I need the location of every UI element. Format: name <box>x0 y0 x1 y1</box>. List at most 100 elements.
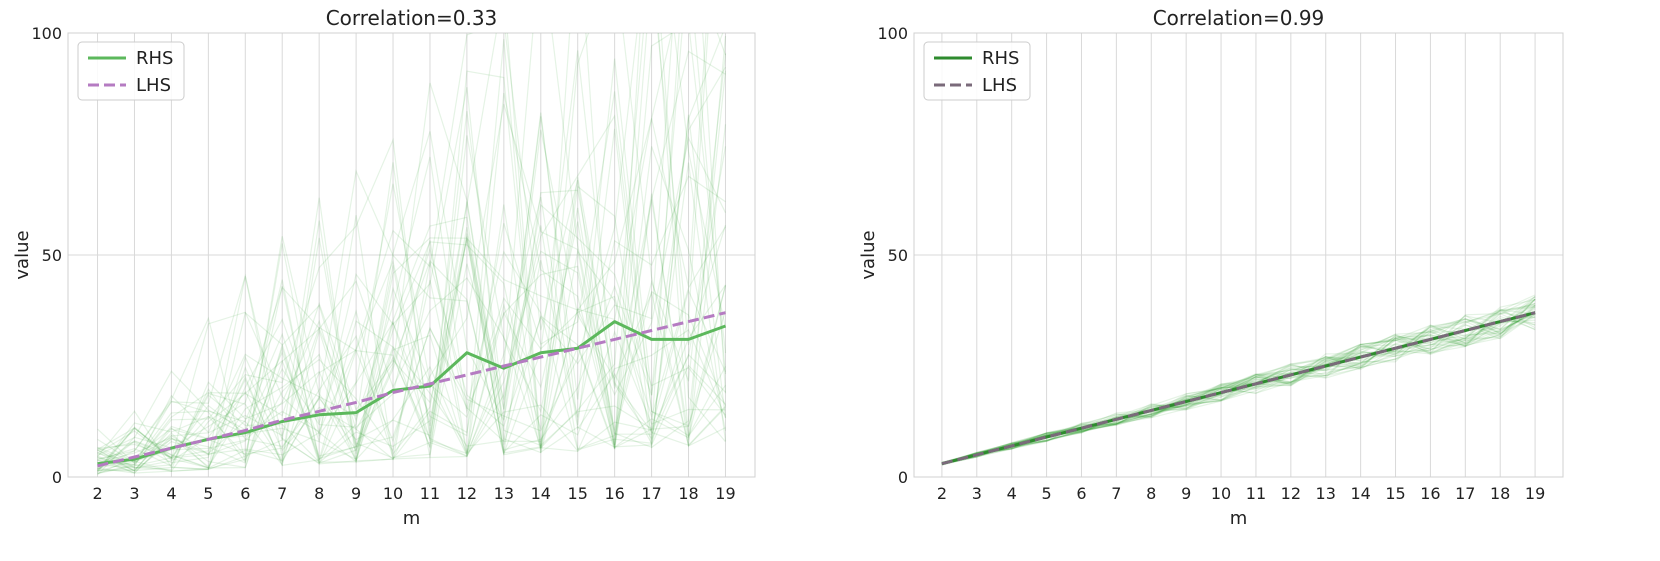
x-tick-label: 14 <box>1350 484 1370 503</box>
chart-title: Correlation=0.99 <box>1153 6 1325 30</box>
sample-line <box>97 201 726 466</box>
x-tick-label: 5 <box>1041 484 1051 503</box>
x-tick-label: 14 <box>531 484 551 503</box>
sample-line <box>97 33 727 469</box>
x-tick-label: 8 <box>1146 484 1156 503</box>
legend: RHS LHS <box>923 41 1031 101</box>
sample-line <box>941 306 1536 465</box>
x-tick-label: 4 <box>1007 484 1017 503</box>
x-tick-label: 3 <box>972 484 982 503</box>
sample-line <box>97 33 727 474</box>
x-tick-label: 18 <box>1490 484 1510 503</box>
sample-line <box>941 302 1536 464</box>
x-tick-label: 16 <box>604 484 624 503</box>
x-tick-label: 2 <box>92 484 102 503</box>
sample-line <box>941 308 1536 464</box>
sample-line <box>97 33 727 468</box>
x-tick-label: 17 <box>1455 484 1475 503</box>
x-tick-label: 18 <box>678 484 698 503</box>
x-tick-label: 12 <box>457 484 477 503</box>
sample-line <box>97 50 726 474</box>
chart-panel-2: 2 3 4 5 6 7 8 9 10 11 12 13 14 15 16 17 18 19 0 50 100 m value… <box>858 6 1564 529</box>
sample-line <box>97 175 726 466</box>
sample-line <box>97 91 727 474</box>
plot-frame <box>67 32 756 478</box>
sample-line <box>97 162 727 470</box>
sample-line <box>941 304 1536 465</box>
sample-line <box>97 33 707 464</box>
sample-line <box>97 82 727 457</box>
sample-line <box>97 33 724 476</box>
sample-line <box>941 312 1536 464</box>
x-tick-label: 13 <box>1316 484 1336 503</box>
sample-line <box>97 137 727 466</box>
sample-line <box>97 236 726 469</box>
legend: RHS LHS <box>77 41 185 101</box>
sample-line <box>97 225 727 473</box>
x-tick-label: 3 <box>129 484 139 503</box>
x-tick-label: 12 <box>1281 484 1301 503</box>
y-tick-label: 0 <box>52 468 62 487</box>
sample-line <box>941 308 1536 465</box>
x-tick-label: 19 <box>715 484 735 503</box>
x-tick-label: 6 <box>240 484 250 503</box>
sample-line <box>97 33 680 472</box>
sample-line <box>97 177 726 468</box>
x-tick-label: 9 <box>351 484 361 503</box>
sample-line <box>97 70 727 471</box>
x-tick-label: 10 <box>1211 484 1231 503</box>
sample-line <box>97 33 727 471</box>
y-tick-label: 100 <box>877 24 908 43</box>
legend-label-lhs: LHS <box>982 75 1017 96</box>
x-tick-label: 5 <box>203 484 213 503</box>
sample-line <box>941 317 1536 465</box>
x-tick-label: 9 <box>1181 484 1191 503</box>
x-tick-label: 19 <box>1525 484 1545 503</box>
x-tick-label: 10 <box>383 484 403 503</box>
y-tick-label: 0 <box>898 468 908 487</box>
x-tick-label: 8 <box>314 484 324 503</box>
sample-line <box>941 309 1536 465</box>
sample-line <box>97 236 727 462</box>
sample-line <box>941 294 1536 463</box>
sample-line <box>941 316 1536 464</box>
sample-line <box>941 305 1536 464</box>
sample-line <box>97 124 727 472</box>
y-axis-label: value <box>12 230 33 279</box>
x-tick-label: 15 <box>1385 484 1405 503</box>
sample-line <box>941 315 1536 465</box>
sample-line <box>97 33 727 469</box>
sample-line <box>97 286 726 472</box>
sample-line <box>97 87 727 460</box>
y-tick-label: 50 <box>888 246 908 265</box>
sample-line <box>941 304 1536 465</box>
x-tick-label: 2 <box>937 484 947 503</box>
series-line-lhs <box>941 311 1536 466</box>
sample-line <box>97 33 727 475</box>
sample-line <box>97 114 727 472</box>
sample-line <box>97 33 727 472</box>
plot-frame <box>913 32 1564 478</box>
sample-line <box>97 131 726 472</box>
plot-area <box>97 33 727 476</box>
x-tick-label: 13 <box>494 484 514 503</box>
x-axis-label: m <box>403 508 421 529</box>
sample-line <box>97 33 727 475</box>
x-tick-label: 6 <box>1076 484 1086 503</box>
sample-line <box>97 33 709 469</box>
sample-line <box>97 193 726 463</box>
sample-line <box>97 33 726 465</box>
sample-line <box>941 303 1536 465</box>
x-tick-label: 15 <box>568 484 588 503</box>
sample-line <box>941 319 1536 465</box>
x-tick-label: 11 <box>1246 484 1266 503</box>
y-tick-label: 50 <box>42 246 62 265</box>
y-tick-label: 100 <box>31 24 62 43</box>
x-axis-label: m <box>1230 508 1248 529</box>
chart-panel-1: 2 3 4 5 6 7 8 9 10 11 12 13 14 15 16 17 18 19 0 50 100 m value… <box>12 6 756 529</box>
x-tick-label: 4 <box>166 484 176 503</box>
sample-line <box>97 146 727 464</box>
plot-area <box>941 294 1536 466</box>
chart-title: Correlation=0.33 <box>326 6 498 30</box>
